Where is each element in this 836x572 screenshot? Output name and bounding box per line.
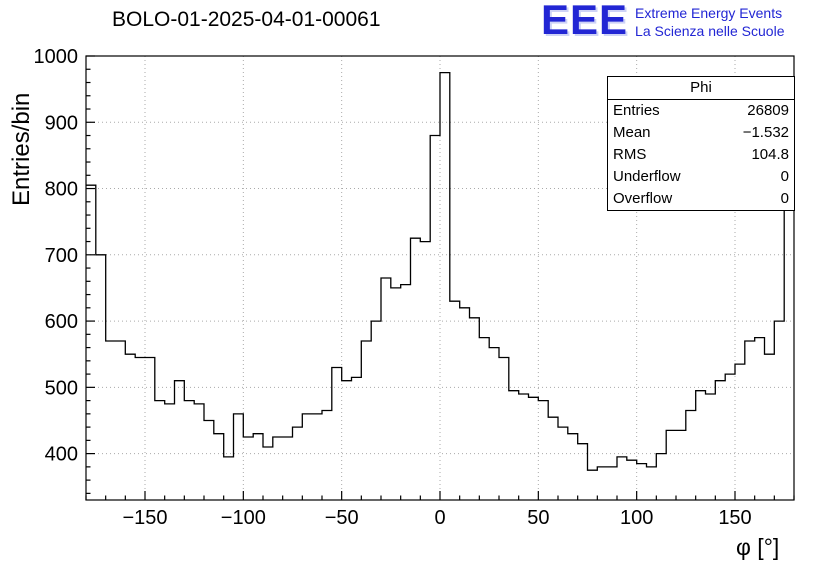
x-axis-label: φ [°] — [736, 534, 780, 560]
y-tick-label: 600 — [45, 311, 78, 333]
stats-row-underflow: Underflow 0 — [608, 166, 794, 188]
eee-logo-line1: Extreme Energy Events — [635, 5, 783, 21]
eee-logo-text: Extreme Energy Events La Scienza nelle S… — [635, 0, 784, 40]
y-tick-label: 800 — [45, 179, 78, 201]
stats-label: Mean — [613, 124, 651, 141]
x-tick-label: −50 — [325, 507, 359, 529]
stats-label: Entries — [613, 102, 660, 119]
stats-label: Underflow — [613, 168, 681, 185]
x-tick-label: 0 — [434, 507, 445, 529]
y-axis-label: Entries/bin — [8, 92, 35, 206]
y-tick-label: 500 — [45, 377, 78, 399]
stats-value: 0 — [780, 190, 789, 207]
y-tick-label: 400 — [45, 444, 78, 466]
eee-logo-line2: La Scienza nelle Scuole — [635, 23, 785, 40]
x-tick-label: 50 — [527, 507, 549, 529]
stats-value: 26809 — [747, 102, 789, 119]
stats-label: Overflow — [613, 190, 673, 207]
x-tick-label: −100 — [221, 507, 266, 529]
stats-value: 104.8 — [751, 146, 789, 163]
stats-value: 0 — [780, 168, 789, 185]
stats-box: Phi Entries 26809 Mean −1.532 RMS 104.8 … — [607, 76, 795, 211]
eee-logo-acronym: EEE — [541, 0, 629, 43]
x-tick-label: −150 — [122, 507, 167, 529]
plot-title: BOLO-01-2025-04-01-00061 — [112, 8, 381, 31]
stats-row-entries: Entries 26809 — [608, 100, 794, 122]
y-tick-label: 700 — [45, 245, 78, 267]
stats-row-mean: Mean −1.532 — [608, 122, 794, 144]
stats-row-rms: RMS 104.8 — [608, 144, 794, 166]
stats-value: −1.532 — [742, 124, 789, 141]
eee-logo: EEE Extreme Energy Events La Scienza nel… — [541, 0, 784, 40]
x-tick-label: 150 — [718, 507, 751, 529]
x-tick-label: 100 — [620, 507, 653, 529]
stats-box-title: Phi — [608, 77, 794, 100]
y-tick-label: 1000 — [34, 46, 79, 68]
stats-label: RMS — [613, 146, 647, 163]
stats-row-overflow: Overflow 0 — [608, 188, 794, 210]
histogram-line — [86, 71, 794, 471]
y-tick-label: 900 — [45, 112, 78, 134]
